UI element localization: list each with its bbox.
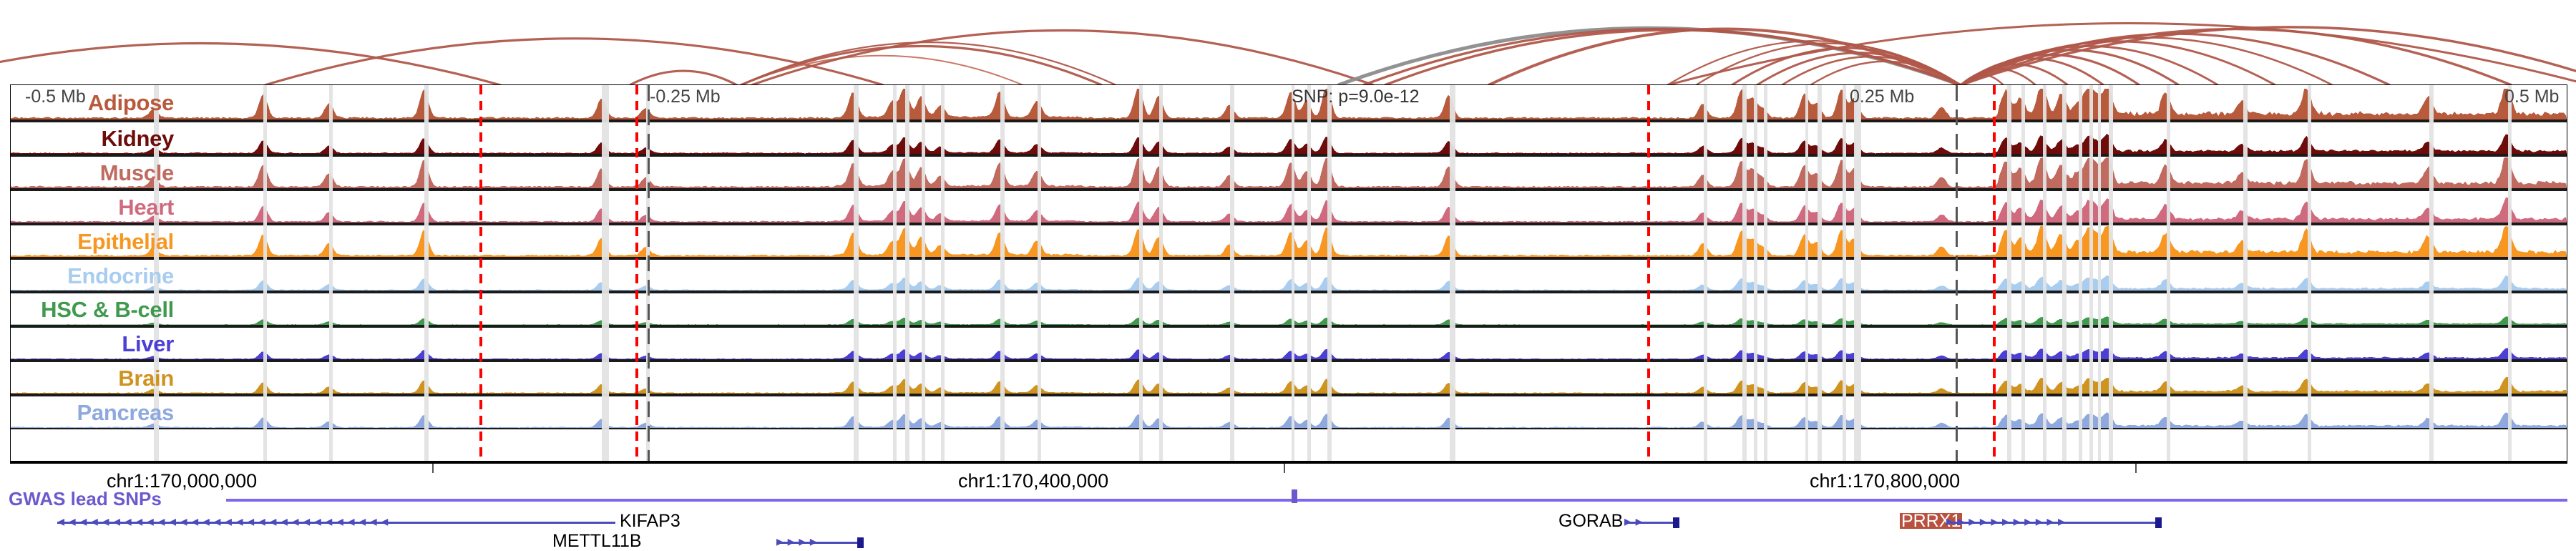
- axis-rule: [10, 462, 2567, 464]
- signal-profile: [11, 157, 2567, 188]
- interaction-arc[interactable]: [1960, 26, 2576, 86]
- gene-annotation-track: KIFAP3 ◂ ◂ ◂ ◂ ◂ ◂ ◂ ◂ ◂ ◂ ◂ ◂ ◂ ◂ ◂ ◂ ◂ …: [0, 505, 2576, 550]
- signal-profile: [11, 133, 2567, 154]
- track-baseline: [11, 187, 2567, 190]
- gene-body-line: [1946, 522, 2161, 524]
- interaction-arc[interactable]: [1810, 60, 1961, 86]
- signal-track-adipose[interactable]: Adipose: [11, 85, 2567, 121]
- gene-body-line: [57, 522, 615, 524]
- gene-strand-arrows: ▸ ▸: [1624, 514, 1643, 530]
- gwas-baseline: [226, 499, 2567, 502]
- gene-prrx1[interactable]: PRRX1 ▸ ▸ ▸ ▸ ▸ ▸ ▸ ▸ ▸ ▸ ▸: [0, 511, 2576, 531]
- gene-exon-block[interactable]: [857, 537, 864, 548]
- gene-gorab[interactable]: GORAB ▸ ▸: [0, 511, 2576, 531]
- signal-profile: [11, 412, 2567, 429]
- track-baseline: [11, 120, 2567, 121]
- gene-body-line: [1624, 522, 1678, 524]
- interaction-arc[interactable]: [740, 44, 1103, 86]
- track-baseline: [11, 394, 2567, 396]
- gene-strand-arrows: ▸ ▸ ▸ ▸: [776, 534, 817, 550]
- gene-name-label[interactable]: METTL11B: [552, 531, 642, 551]
- signal-track-epithelial[interactable]: Epithelial: [11, 223, 2567, 258]
- gwas-lead-snp-marker[interactable]: [1292, 489, 1297, 503]
- signal-profile: [11, 348, 2567, 360]
- signal-track-brain[interactable]: Brain: [11, 361, 2567, 396]
- axis-tick-mark-left: [432, 464, 434, 473]
- signal-track-liver[interactable]: Liver: [11, 326, 2567, 361]
- interaction-arc[interactable]: [629, 69, 738, 86]
- signal-profile: [11, 316, 2567, 326]
- track-baseline: [11, 256, 2567, 258]
- interaction-arc[interactable]: [751, 29, 1375, 86]
- signal-track-endocrine[interactable]: Endocrine: [11, 258, 2567, 293]
- arc-svg: [0, 22, 2576, 86]
- gwas-track-label: GWAS lead SNPs: [9, 488, 162, 509]
- signal-track-heart[interactable]: Heart: [11, 189, 2567, 224]
- signal-profile: [11, 225, 2567, 257]
- gene-exon-block[interactable]: [2155, 517, 2162, 528]
- axis-tick-label: 0.5 Mb: [2504, 87, 2560, 107]
- coord-label-end: chr1:170,800,000: [1810, 470, 1961, 492]
- signal-track-muscle[interactable]: Muscle: [11, 155, 2567, 190]
- interaction-arc[interactable]: [264, 37, 884, 86]
- gene-mettl11b[interactable]: METTL11B ▸ ▸ ▸ ▸: [0, 531, 2576, 551]
- axis-tick-label: -0.25 Mb: [650, 87, 721, 107]
- gene-exon-block[interactable]: [1673, 517, 1679, 528]
- signal-profile: [11, 377, 2567, 394]
- snp-pvalue-annotation: SNP: p=9.0e-12: [1292, 87, 1420, 107]
- coord-label-start: chr1:170,000,000: [107, 470, 258, 492]
- track-baseline: [11, 222, 2567, 224]
- signal-track-pancreas[interactable]: Pancreas: [11, 395, 2567, 430]
- track-baseline: [11, 428, 2567, 430]
- chromatin-interaction-arc-track: [0, 0, 2576, 86]
- axis-tick-mark-mid: [1284, 464, 1285, 473]
- signal-profile: [11, 89, 2567, 120]
- interaction-arc[interactable]: [740, 42, 1117, 86]
- track-baseline: [11, 359, 2567, 361]
- interaction-arc[interactable]: [1960, 40, 2276, 86]
- interaction-arc[interactable]: [1667, 22, 2576, 86]
- gene-name-label[interactable]: KIFAP3: [620, 511, 680, 531]
- gwas-lead-snps-track[interactable]: GWAS lead SNPs: [0, 488, 2576, 509]
- coordinate-axis: chr1:170,000,000 chr1:170,400,000 chr1:1…: [10, 462, 2567, 492]
- signal-profile: [11, 197, 2567, 223]
- axis-tick-mark-right: [2135, 464, 2137, 473]
- signal-track-panel: Adipose Kidney Muscle Heart Epithelial Endocr…: [10, 84, 2567, 462]
- track-baseline: [11, 325, 2567, 327]
- gene-strand-arrows: ▸ ▸ ▸ ▸ ▸ ▸ ▸ ▸ ▸ ▸ ▸: [1946, 514, 2065, 530]
- axis-tick-label: -0.5 Mb: [25, 87, 86, 107]
- track-baseline: [11, 153, 2567, 155]
- signal-track-hsc-b-cell[interactable]: HSC & B-cell: [11, 292, 2567, 327]
- signal-track-kidney[interactable]: Kidney: [11, 121, 2567, 155]
- gene-name-label[interactable]: GORAB: [1558, 511, 1624, 531]
- signal-profile: [11, 275, 2567, 291]
- gene-strand-arrows: ◂ ◂ ◂ ◂ ◂ ◂ ◂ ◂ ◂ ◂ ◂ ◂ ◂ ◂ ◂ ◂ ◂ ◂ ◂ ◂ …: [57, 514, 389, 530]
- gene-kifap3[interactable]: KIFAP3 ◂ ◂ ◂ ◂ ◂ ◂ ◂ ◂ ◂ ◂ ◂ ◂ ◂ ◂ ◂ ◂ ◂ …: [0, 511, 2576, 531]
- track-baseline: [11, 291, 2567, 293]
- interaction-arc[interactable]: [0, 42, 502, 86]
- tracks-host: Adipose Kidney Muscle Heart Epithelial Endocr…: [11, 85, 2567, 430]
- coord-label-mid: chr1:170,400,000: [958, 470, 1109, 492]
- interaction-arc[interactable]: [1384, 29, 1961, 86]
- gene-name-label[interactable]: PRRX1: [1900, 511, 1963, 531]
- axis-tick-label: 0.25 Mb: [1850, 87, 1915, 107]
